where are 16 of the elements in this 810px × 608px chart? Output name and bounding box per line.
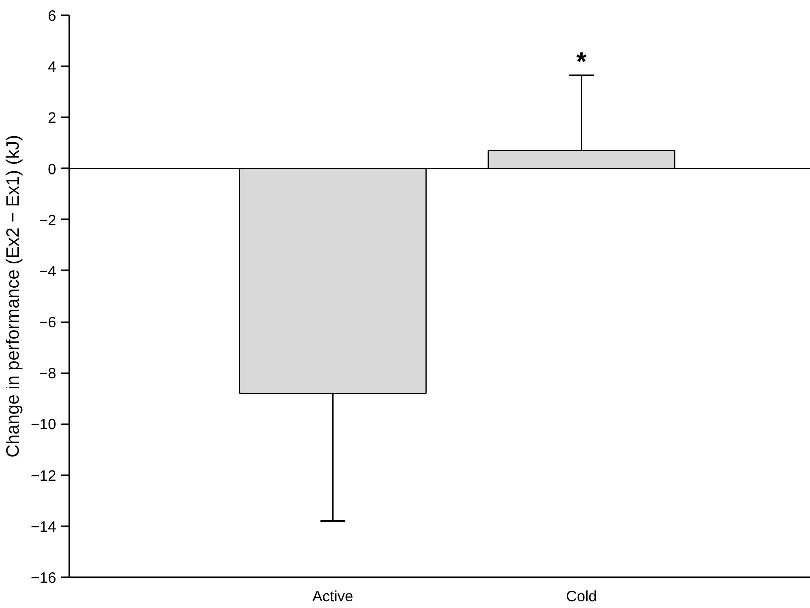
- x-tick-label: Active: [312, 588, 354, 606]
- y-tick-label: −16: [31, 570, 57, 587]
- y-tick-label: −4: [39, 263, 57, 280]
- y-tick-label: −14: [31, 518, 57, 536]
- y-tick-label: −6: [39, 314, 57, 332]
- x-tick-label: Cold: [566, 588, 598, 606]
- y-tick-label: −2: [39, 212, 57, 230]
- y-axis-title: Change in performance (Ex2 − Ex1) (kJ): [3, 135, 24, 458]
- y-tick-label: −12: [31, 468, 57, 485]
- y-tick-label: 0: [48, 161, 56, 178]
- y-tick-label: 4: [48, 59, 56, 76]
- annotation: *: [576, 46, 588, 77]
- y-tick-label: −8: [39, 366, 57, 383]
- y-tick-label: −10: [31, 416, 57, 434]
- y-tick-label: 6: [48, 8, 56, 25]
- y-tick-label: 2: [48, 110, 56, 128]
